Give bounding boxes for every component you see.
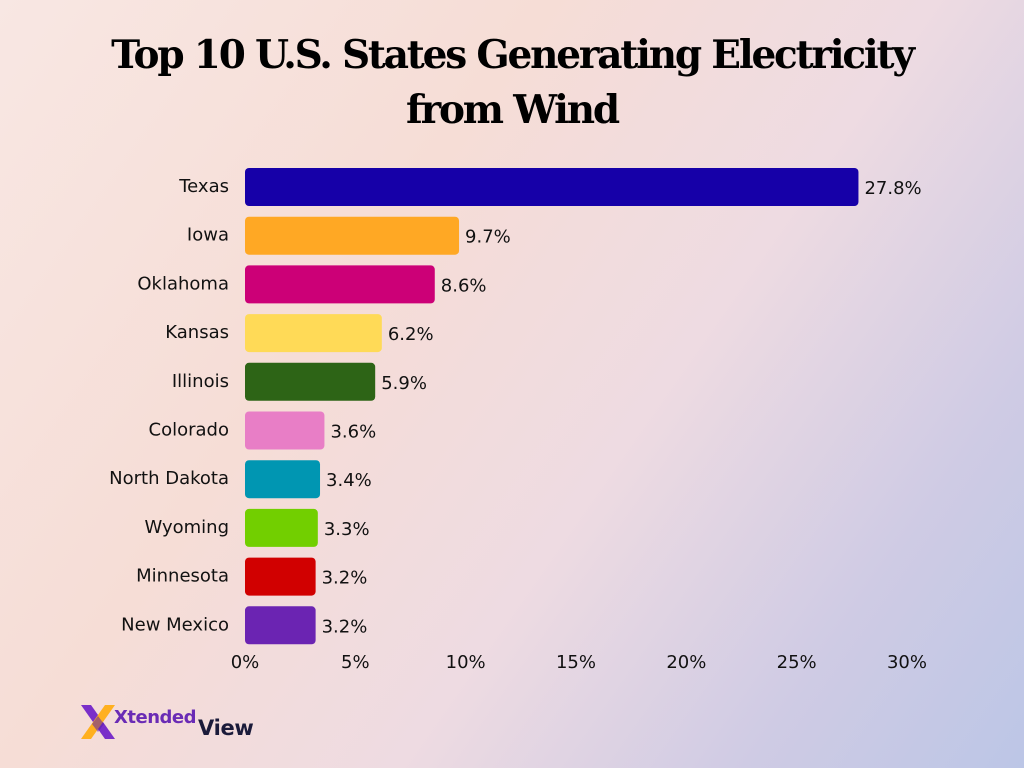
value-labels-layer: 27.8% 9.7% 8.6% 6.2% 5.9% 3.6% 3.4% 3.3% 3.2% 3.2…: [322, 178, 922, 637]
value-label-north-dakota: 3.4%: [326, 470, 372, 491]
logo-text-secondary: View: [198, 716, 254, 740]
category-label-kansas: Kansas: [165, 322, 229, 343]
value-label-wyoming: 3.3%: [324, 519, 370, 540]
x-tick-label: 20%: [666, 652, 706, 673]
category-label-colorado: Colorado: [149, 420, 229, 441]
category-label-wyoming: Wyoming: [144, 517, 229, 538]
chart-title: Top 10 U.S. States Generating Electricit…: [111, 32, 915, 133]
bar-texas: [245, 168, 859, 206]
bar-wyoming: [245, 508, 318, 547]
value-label-new-mexico: 3.2%: [322, 616, 368, 637]
value-label-minnesota: 3.2%: [322, 568, 368, 589]
value-label-kansas: 6.2%: [388, 324, 434, 345]
x-tick-label: 15%: [556, 652, 596, 673]
value-label-oklahoma: 8.6%: [441, 275, 487, 296]
category-label-texas: Texas: [178, 176, 229, 197]
bar-colorado: [245, 411, 325, 450]
value-label-colorado: 3.6%: [330, 422, 376, 443]
value-label-illinois: 5.9%: [381, 373, 427, 394]
x-tick-label: 0%: [231, 652, 260, 673]
value-label-texas: 27.8%: [864, 178, 921, 199]
bar-kansas: [245, 314, 382, 353]
brand-logo: Xtended View: [78, 702, 278, 742]
bar-oklahoma: [245, 265, 435, 304]
category-label-new-mexico: New Mexico: [121, 614, 229, 635]
bars-layer: [245, 168, 859, 645]
bar-minnesota: [245, 557, 316, 596]
category-label-minnesota: Minnesota: [136, 566, 229, 587]
x-axis-ticks: 0% 5% 10% 15% 20% 25% 30%: [231, 652, 927, 673]
bar-iowa: [245, 216, 460, 255]
x-tick-label: 30%: [887, 652, 927, 673]
category-label-illinois: Illinois: [172, 371, 229, 392]
x-tick-label: 10%: [446, 652, 486, 673]
logo-x-icon: [81, 705, 115, 739]
bar-new-mexico: [245, 606, 316, 645]
value-label-iowa: 9.7%: [465, 227, 511, 248]
x-tick-label: 25%: [777, 652, 817, 673]
category-label-oklahoma: Oklahoma: [137, 273, 229, 294]
bar-illinois: [245, 362, 376, 401]
x-tick-label: 5%: [341, 652, 370, 673]
category-label-iowa: Iowa: [187, 225, 229, 246]
bar-north-dakota: [245, 460, 321, 499]
logo-text-primary: Xtended: [114, 707, 196, 728]
category-labels-layer: Texas Iowa Oklahoma Kansas Illinois Colorado N…: [109, 176, 229, 635]
category-label-north-dakota: North Dakota: [109, 468, 229, 489]
